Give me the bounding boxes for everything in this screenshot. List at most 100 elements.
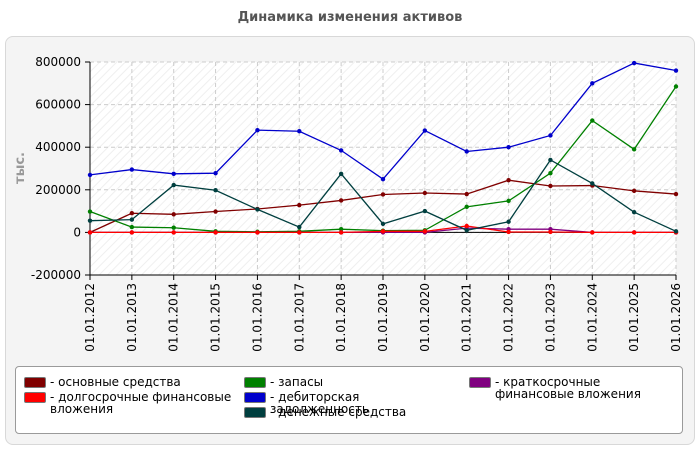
legend-label: - краткосрочные финансовые вложения (495, 375, 641, 401)
data-point (380, 192, 386, 197)
legend-swatch (469, 377, 491, 388)
series-lines (87, 60, 679, 235)
data-point (506, 145, 511, 150)
data-point (297, 129, 302, 134)
data-point (631, 209, 637, 215)
data-point (171, 182, 176, 188)
legend-label: - денежные средства (270, 405, 407, 419)
y-tick-label: 400000 (35, 140, 81, 154)
legend-item: - запасы (244, 376, 459, 388)
data-point (297, 224, 302, 230)
legend-item: - дебиторская задолженность (244, 391, 459, 415)
data-point (464, 149, 469, 154)
legend-label: - долгосрочные финансовые вложения (50, 390, 232, 416)
legend-swatch (24, 392, 46, 403)
data-point (422, 208, 428, 214)
data-point (380, 176, 386, 182)
data-point (464, 228, 469, 233)
data-point (548, 157, 553, 163)
data-point (87, 172, 93, 178)
legend-label: - дебиторская задолженность (270, 390, 369, 416)
y-tick-label: 600000 (35, 98, 81, 112)
data-point (87, 218, 93, 223)
x-tick-label: 01.01.2014 (167, 283, 181, 352)
x-tick-label: 01.01.2023 (543, 283, 557, 352)
x-tick-label: 01.01.2019 (376, 283, 390, 352)
legend-item: - основные средства (24, 376, 239, 388)
data-point (213, 170, 218, 176)
x-tick-label: 01.01.2026 (669, 283, 683, 352)
legend-item: - краткосрочные финансовые вложения (469, 376, 674, 400)
data-point (255, 230, 260, 235)
data-point (506, 178, 511, 183)
x-tick-label: 01.01.2015 (209, 283, 223, 352)
y-axis-label: тыс. (13, 152, 28, 184)
data-point (590, 181, 595, 186)
data-point (129, 224, 135, 230)
x-tick-label: 01.01.2022 (502, 283, 516, 352)
data-point (255, 127, 260, 133)
data-point (673, 229, 679, 234)
data-point (590, 81, 595, 86)
data-point (673, 191, 679, 197)
data-point (213, 230, 218, 235)
data-point (422, 128, 428, 133)
data-point (506, 219, 511, 224)
data-point (506, 198, 511, 204)
data-point (631, 230, 637, 235)
chart-title: Динамика изменения активов (237, 10, 463, 25)
data-point (297, 230, 302, 235)
data-point (171, 171, 176, 177)
y-tick-label: 0 (73, 225, 81, 239)
data-point (129, 167, 135, 172)
data-point (631, 147, 637, 152)
legend-item: - долгосрочные финансовые вложения (24, 391, 239, 415)
data-point (171, 225, 176, 230)
data-point (213, 209, 218, 214)
grid-lines (89, 61, 677, 276)
legend-swatch (244, 392, 266, 403)
legend: - основные средства - запасы - краткосрочн… (15, 366, 683, 434)
data-point (297, 202, 302, 208)
legend-swatch (24, 377, 46, 388)
x-tick-label: 01.01.2016 (250, 283, 264, 352)
x-tick-label: 01.01.2012 (83, 283, 97, 352)
data-point (380, 229, 386, 234)
x-tick-label: 01.01.2017 (292, 283, 306, 352)
data-point (590, 118, 595, 123)
y-tick-label: -200000 (31, 268, 81, 282)
y-tick-label: 800000 (35, 55, 81, 69)
data-point (255, 207, 260, 212)
data-point (129, 230, 135, 235)
data-point (171, 212, 176, 217)
data-point (631, 60, 637, 66)
legend-swatch (244, 377, 266, 388)
x-tick-label: 01.01.2018 (334, 283, 348, 352)
data-point (422, 229, 428, 234)
data-point (673, 84, 679, 89)
x-tick-label: 01.01.2021 (460, 283, 474, 352)
data-point (87, 209, 93, 214)
data-point (548, 183, 553, 189)
x-tick-label: 01.01.2013 (125, 283, 139, 352)
data-point (338, 227, 344, 232)
data-point (464, 204, 469, 210)
x-tick-label: 01.01.2024 (585, 283, 599, 352)
data-point (338, 171, 344, 177)
legend-item: - денежные средства (244, 406, 459, 418)
x-tick-label: 01.01.2025 (627, 283, 641, 352)
data-point (422, 190, 428, 196)
data-point (171, 230, 176, 235)
data-point (213, 188, 218, 193)
data-point (129, 211, 135, 216)
data-point (506, 229, 511, 235)
data-point (464, 223, 469, 229)
y-tick-label: 200000 (35, 183, 81, 197)
x-tick-label: 01.01.2020 (418, 283, 432, 352)
data-point (338, 230, 344, 235)
data-point (548, 133, 553, 138)
data-point (87, 230, 93, 235)
data-point (380, 221, 386, 227)
y-tick-labels: -200000 0 200000 400000 600000 800000 (31, 55, 81, 282)
